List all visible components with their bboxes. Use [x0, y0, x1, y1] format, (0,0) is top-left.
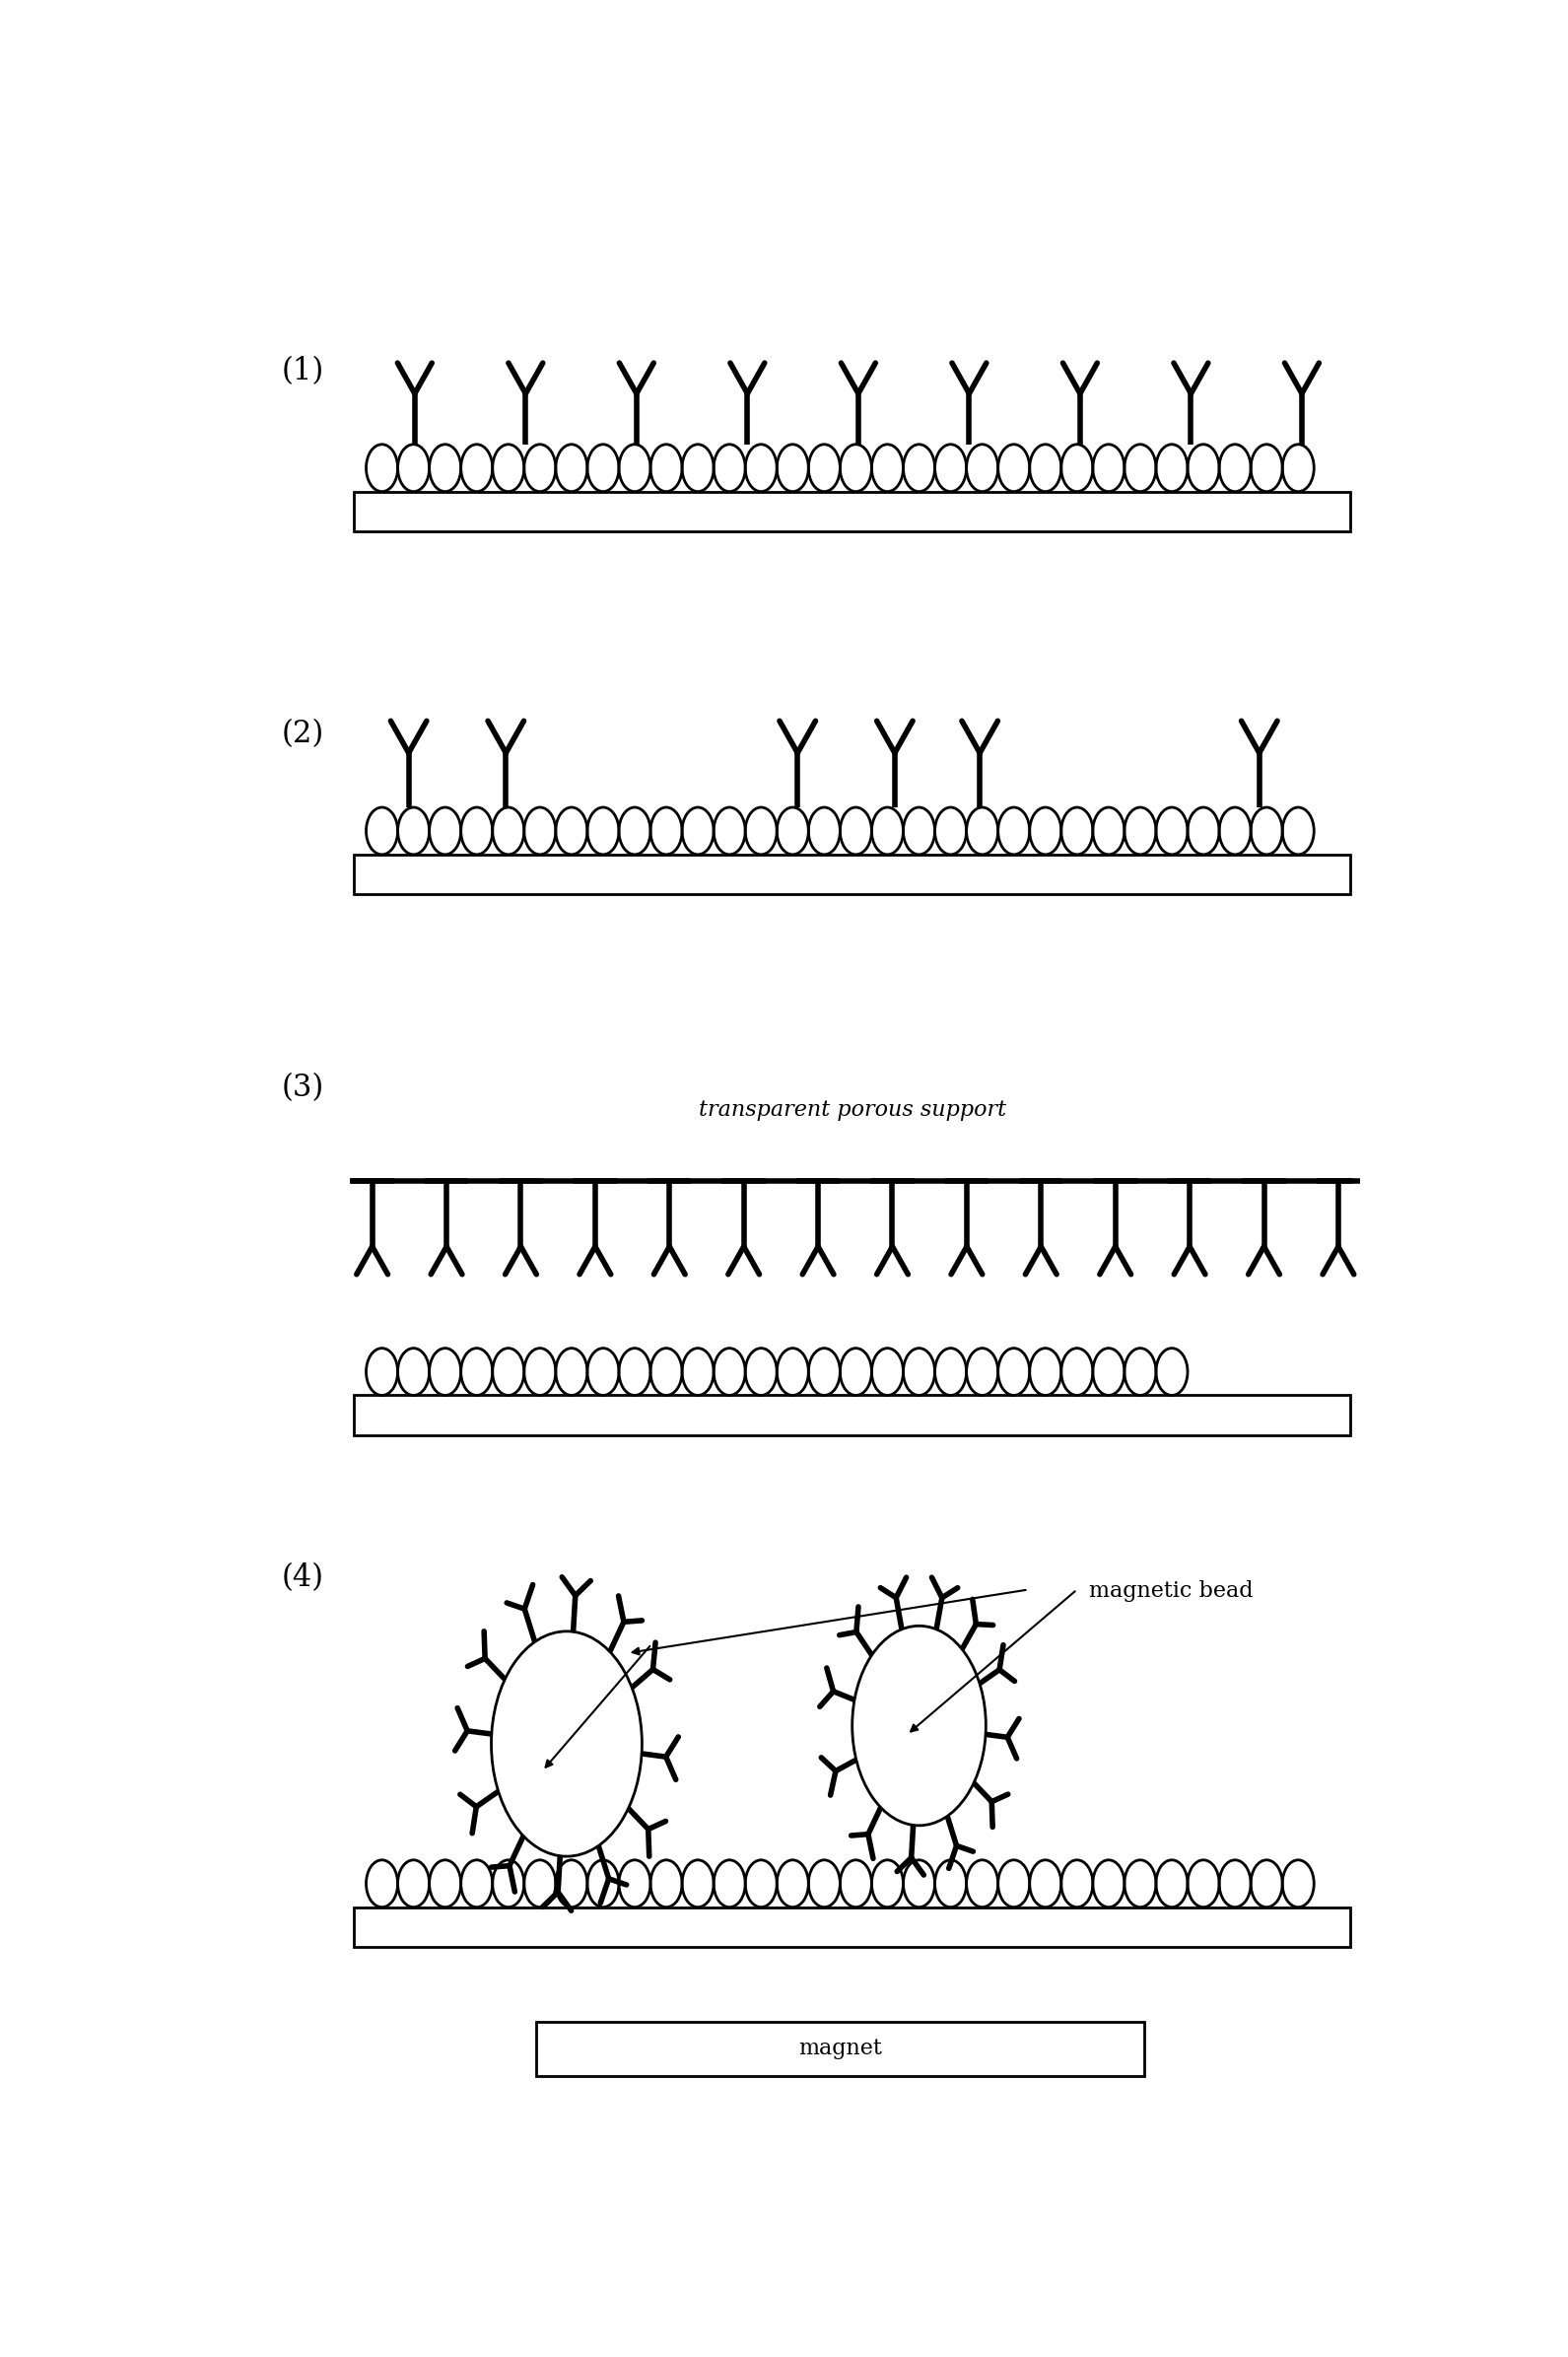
Bar: [354, 1907, 1350, 1947]
Text: (4): (4): [281, 1563, 323, 1593]
Text: transparent porous support: transparent porous support: [698, 1101, 1007, 1122]
Bar: [354, 1395, 1350, 1435]
Bar: [354, 856, 1350, 893]
Bar: [354, 493, 1350, 530]
Text: (2): (2): [281, 719, 323, 750]
Text: (1): (1): [281, 356, 323, 387]
Bar: [536, 2022, 1145, 2077]
Text: magnet: magnet: [798, 2039, 881, 2060]
Text: (3): (3): [281, 1072, 323, 1103]
Text: magnetic bead: magnetic bead: [1090, 1582, 1253, 1603]
